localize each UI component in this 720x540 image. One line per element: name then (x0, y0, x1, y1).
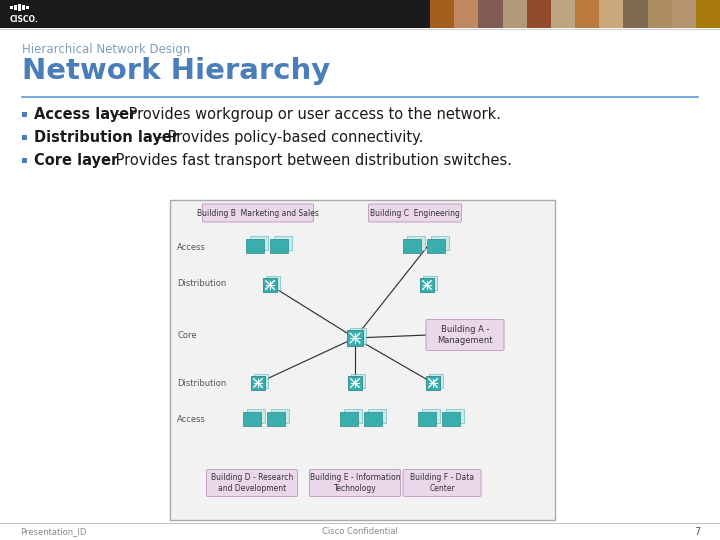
FancyBboxPatch shape (672, 0, 696, 28)
FancyBboxPatch shape (22, 4, 24, 10)
FancyBboxPatch shape (202, 204, 313, 222)
Text: Access: Access (177, 415, 206, 424)
FancyBboxPatch shape (369, 204, 462, 222)
FancyBboxPatch shape (271, 409, 289, 423)
FancyBboxPatch shape (170, 200, 555, 520)
Text: CISCO.: CISCO. (10, 16, 39, 24)
Text: Cisco Confidential: Cisco Confidential (322, 528, 398, 537)
FancyBboxPatch shape (624, 0, 647, 28)
FancyBboxPatch shape (263, 278, 277, 292)
FancyBboxPatch shape (696, 0, 720, 28)
FancyBboxPatch shape (270, 239, 288, 253)
FancyBboxPatch shape (251, 236, 268, 251)
FancyBboxPatch shape (647, 0, 672, 28)
FancyBboxPatch shape (18, 3, 20, 10)
FancyBboxPatch shape (351, 374, 365, 388)
Text: Building A -
Management: Building A - Management (437, 325, 492, 345)
FancyBboxPatch shape (251, 376, 265, 390)
FancyBboxPatch shape (207, 469, 297, 496)
Text: Hierarchical Network Design: Hierarchical Network Design (22, 43, 190, 56)
FancyBboxPatch shape (408, 236, 425, 251)
FancyBboxPatch shape (368, 409, 386, 423)
FancyBboxPatch shape (266, 276, 280, 290)
FancyBboxPatch shape (310, 469, 400, 496)
FancyBboxPatch shape (478, 0, 503, 28)
FancyBboxPatch shape (254, 374, 268, 388)
FancyBboxPatch shape (14, 4, 17, 10)
Text: Core layer: Core layer (34, 153, 118, 168)
FancyBboxPatch shape (426, 376, 440, 390)
FancyBboxPatch shape (503, 0, 526, 28)
Text: Network Hierarchy: Network Hierarchy (22, 57, 330, 85)
FancyBboxPatch shape (243, 412, 261, 427)
FancyBboxPatch shape (22, 135, 27, 140)
FancyBboxPatch shape (427, 239, 445, 253)
FancyBboxPatch shape (347, 330, 363, 346)
FancyBboxPatch shape (364, 412, 382, 427)
FancyBboxPatch shape (426, 320, 504, 350)
FancyBboxPatch shape (0, 0, 720, 28)
FancyBboxPatch shape (446, 409, 464, 423)
FancyBboxPatch shape (454, 0, 478, 28)
FancyBboxPatch shape (429, 374, 443, 388)
FancyBboxPatch shape (350, 328, 366, 344)
Text: Distribution: Distribution (177, 379, 226, 388)
FancyBboxPatch shape (247, 409, 265, 423)
FancyBboxPatch shape (26, 5, 29, 9)
FancyBboxPatch shape (246, 239, 264, 253)
FancyBboxPatch shape (22, 112, 27, 117)
FancyBboxPatch shape (344, 409, 362, 423)
FancyBboxPatch shape (420, 278, 434, 292)
FancyBboxPatch shape (423, 276, 437, 290)
Text: Building D - Research
and Development: Building D - Research and Development (211, 473, 293, 492)
Text: Building F - Data
Center: Building F - Data Center (410, 473, 474, 492)
FancyBboxPatch shape (442, 412, 460, 427)
FancyBboxPatch shape (348, 376, 362, 390)
FancyBboxPatch shape (422, 409, 440, 423)
Text: Presentation_ID: Presentation_ID (20, 528, 86, 537)
FancyBboxPatch shape (418, 412, 436, 427)
Text: 7: 7 (694, 527, 700, 537)
Text: Building C  Engineering: Building C Engineering (370, 208, 460, 218)
Text: Distribution layer: Distribution layer (34, 130, 179, 145)
Text: Distribution: Distribution (177, 279, 226, 287)
FancyBboxPatch shape (431, 236, 449, 251)
Text: Building E - Information
Technology: Building E - Information Technology (310, 473, 400, 492)
FancyBboxPatch shape (551, 0, 575, 28)
FancyBboxPatch shape (267, 412, 285, 427)
FancyBboxPatch shape (430, 0, 454, 28)
Text: – Provides policy-based connectivity.: – Provides policy-based connectivity. (151, 130, 423, 145)
Text: – Provides fast transport between distribution switches.: – Provides fast transport between distri… (99, 153, 512, 168)
FancyBboxPatch shape (22, 158, 27, 163)
Text: Building B  Marketing and Sales: Building B Marketing and Sales (197, 208, 319, 218)
Text: Core: Core (177, 330, 197, 340)
Text: Access: Access (177, 242, 206, 252)
Text: Access layer: Access layer (34, 107, 136, 122)
FancyBboxPatch shape (403, 469, 481, 496)
Text: – Provides workgroup or user access to the network.: – Provides workgroup or user access to t… (112, 107, 501, 122)
FancyBboxPatch shape (526, 0, 551, 28)
FancyBboxPatch shape (10, 5, 12, 9)
FancyBboxPatch shape (403, 239, 420, 253)
FancyBboxPatch shape (340, 412, 358, 427)
FancyBboxPatch shape (575, 0, 599, 28)
FancyBboxPatch shape (599, 0, 624, 28)
FancyBboxPatch shape (274, 236, 292, 251)
